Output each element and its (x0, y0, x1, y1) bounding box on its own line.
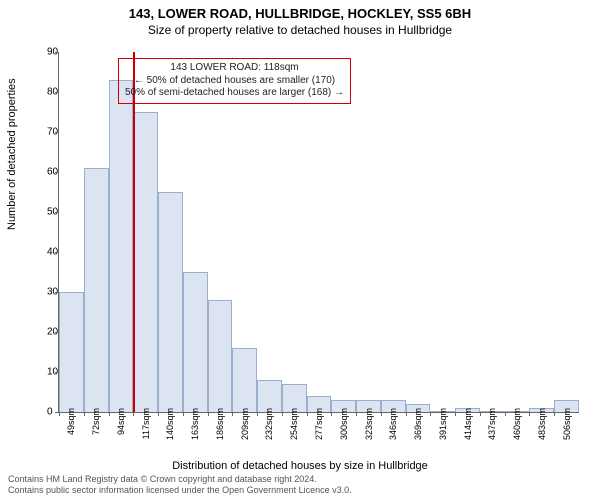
y-tick-mark (55, 172, 59, 173)
x-tick-mark (257, 412, 258, 416)
x-tick-mark (331, 412, 332, 416)
x-tick-label: 300sqm (339, 408, 349, 440)
x-tick-label: 346sqm (388, 408, 398, 440)
footer-line-2: Contains public sector information licen… (8, 485, 352, 496)
x-tick-mark (554, 412, 555, 416)
reference-marker-line (133, 52, 135, 412)
histogram-bar (183, 272, 208, 412)
y-tick-label: 70 (47, 127, 51, 138)
x-tick-label: 232sqm (264, 408, 274, 440)
x-tick-mark (232, 412, 233, 416)
x-tick-mark (356, 412, 357, 416)
x-tick-label: 254sqm (289, 408, 299, 440)
x-tick-mark (455, 412, 456, 416)
x-tick-label: 209sqm (240, 408, 250, 440)
x-tick-mark (282, 412, 283, 416)
y-tick-mark (55, 132, 59, 133)
annotation-line-1: 143 LOWER ROAD: 118sqm (125, 62, 344, 75)
page-subtitle: Size of property relative to detached ho… (0, 21, 600, 37)
x-tick-mark (158, 412, 159, 416)
chart-area: 010203040506070809049sqm72sqm94sqm117sqm… (58, 52, 578, 412)
y-tick-label: 0 (47, 407, 51, 418)
x-axis-label: Distribution of detached houses by size … (0, 460, 600, 472)
histogram-bar (133, 112, 158, 412)
x-tick-label: 437sqm (487, 408, 497, 440)
x-tick-label: 117sqm (141, 408, 151, 439)
footer-attribution: Contains HM Land Registry data © Crown c… (8, 474, 352, 496)
x-tick-label: 72sqm (91, 408, 101, 435)
annotation-box: 143 LOWER ROAD: 118sqm ← 50% of detached… (118, 58, 351, 104)
histogram-bar (208, 300, 233, 412)
y-tick-label: 50 (47, 207, 51, 218)
histogram-bar (109, 80, 134, 412)
x-tick-mark (307, 412, 308, 416)
x-tick-label: 186sqm (215, 408, 225, 440)
y-axis-label: Number of detached properties (6, 78, 18, 230)
x-tick-mark (133, 412, 134, 416)
x-tick-label: 391sqm (438, 408, 448, 440)
x-tick-label: 163sqm (190, 408, 200, 440)
y-tick-label: 20 (47, 327, 51, 338)
y-tick-label: 10 (47, 367, 51, 378)
x-tick-label: 369sqm (413, 408, 423, 440)
y-tick-label: 60 (47, 167, 51, 178)
x-tick-label: 49sqm (66, 408, 76, 435)
x-tick-mark (59, 412, 60, 416)
x-tick-label: 277sqm (314, 408, 324, 440)
x-tick-label: 323sqm (364, 408, 374, 440)
x-tick-label: 140sqm (165, 408, 175, 440)
histogram-bar (232, 348, 257, 412)
x-tick-mark (505, 412, 506, 416)
y-tick-label: 80 (47, 87, 51, 98)
x-tick-label: 94sqm (116, 408, 126, 435)
y-tick-mark (55, 52, 59, 53)
y-tick-label: 90 (47, 47, 51, 58)
histogram-bar (158, 192, 183, 412)
x-tick-mark (430, 412, 431, 416)
chart-container: 143, LOWER ROAD, HULLBRIDGE, HOCKLEY, SS… (0, 0, 600, 500)
annotation-line-3: 50% of semi-detached houses are larger (… (125, 87, 344, 100)
x-tick-label: 483sqm (537, 408, 547, 440)
x-tick-mark (109, 412, 110, 416)
x-tick-label: 414sqm (463, 408, 473, 440)
x-tick-label: 460sqm (512, 408, 522, 440)
x-tick-mark (480, 412, 481, 416)
x-tick-mark (529, 412, 530, 416)
histogram-bar (59, 292, 84, 412)
histogram-bar (84, 168, 109, 412)
annotation-line-2: ← 50% of detached houses are smaller (17… (125, 75, 344, 88)
page-title: 143, LOWER ROAD, HULLBRIDGE, HOCKLEY, SS… (0, 0, 600, 21)
y-tick-mark (55, 212, 59, 213)
x-tick-mark (183, 412, 184, 416)
y-tick-label: 30 (47, 287, 51, 298)
y-tick-label: 40 (47, 247, 51, 258)
x-tick-mark (406, 412, 407, 416)
x-tick-mark (208, 412, 209, 416)
x-tick-mark (84, 412, 85, 416)
x-tick-label: 506sqm (562, 408, 572, 440)
footer-line-1: Contains HM Land Registry data © Crown c… (8, 474, 352, 485)
plot-region: 010203040506070809049sqm72sqm94sqm117sqm… (58, 52, 579, 413)
x-tick-mark (381, 412, 382, 416)
y-tick-mark (55, 92, 59, 93)
y-tick-mark (55, 252, 59, 253)
